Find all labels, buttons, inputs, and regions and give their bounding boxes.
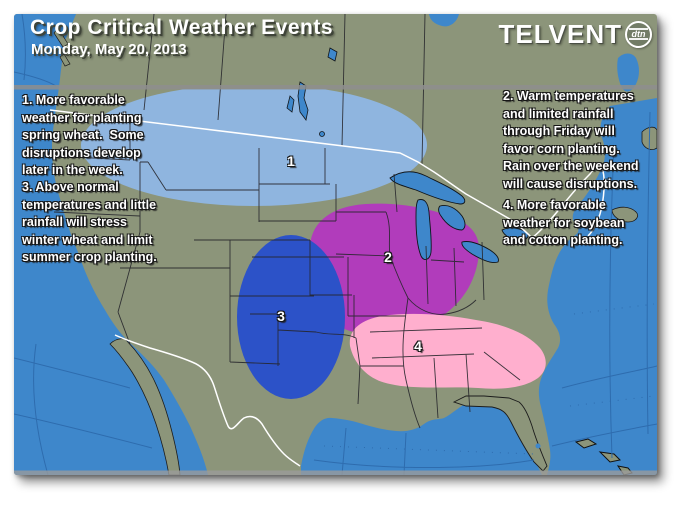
map-date: Monday, May 20, 2013 xyxy=(31,41,187,58)
bottom-divider xyxy=(14,470,657,475)
canada-border xyxy=(49,109,605,240)
page-title: Crop Critical Weather Events xyxy=(30,16,334,39)
weather-map: Crop Critical Weather Events Monday, May… xyxy=(14,14,657,475)
annotation-region-1: 1. More favorable weather for planting s… xyxy=(22,93,144,177)
region-3-winter-wheat xyxy=(237,235,345,399)
top-divider xyxy=(14,85,657,90)
region-4-label: 4 xyxy=(414,338,422,354)
country-borders xyxy=(49,109,605,467)
mexico-border xyxy=(114,334,301,467)
region-1-label: 1 xyxy=(287,153,295,169)
annotation-region-4: 4. More favorable weather for soybean an… xyxy=(503,198,625,247)
dtn-globe-icon: dtn xyxy=(625,21,652,48)
james-bay xyxy=(617,53,639,92)
hudson-bay-edge xyxy=(429,14,459,27)
canadian-lakes xyxy=(286,47,338,137)
vancouver-island xyxy=(53,27,71,67)
lake-okeechobee xyxy=(535,443,541,449)
florida xyxy=(452,395,548,472)
pacific-ocean xyxy=(14,14,208,475)
region-2-label: 2 xyxy=(384,249,392,265)
annotation-region-3: 3. Above normal temperatures and little … xyxy=(22,180,157,264)
region-2-corn xyxy=(309,203,480,336)
region-4-soybean-cotton xyxy=(349,313,546,389)
region-3-label: 3 xyxy=(277,308,285,324)
annotation-region-2: 2. Warm temperatures and limited rainfal… xyxy=(503,89,639,191)
region-1-spring-wheat xyxy=(81,89,427,206)
state-borders xyxy=(53,14,521,429)
atlantic-ocean xyxy=(538,98,657,475)
nova-scotia xyxy=(611,206,638,223)
graticule-lines xyxy=(14,14,657,475)
us-weather-map-graphic xyxy=(14,14,657,475)
brand-name: TELVENT xyxy=(498,19,622,49)
telvent-logo: TELVENT dtn xyxy=(498,19,652,50)
gulf-of-mexico xyxy=(301,399,542,475)
great-lakes xyxy=(389,171,529,263)
baja-california xyxy=(109,338,181,475)
dtn-badge-label: dtn xyxy=(631,29,646,39)
